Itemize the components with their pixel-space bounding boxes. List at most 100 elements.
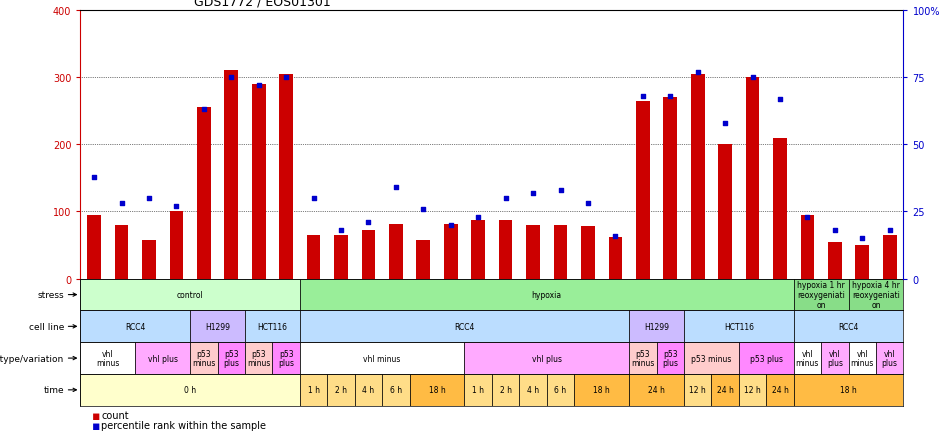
Bar xyxy=(464,342,629,374)
Text: HCT116: HCT116 xyxy=(257,322,288,331)
Bar xyxy=(416,240,430,279)
Bar xyxy=(794,374,903,406)
Text: 6 h: 6 h xyxy=(390,385,402,395)
Text: 1 h: 1 h xyxy=(472,385,484,395)
Text: 4 h: 4 h xyxy=(362,385,375,395)
Point xyxy=(799,214,815,221)
Bar xyxy=(224,71,238,279)
Bar xyxy=(471,220,485,279)
Text: hypoxia: hypoxia xyxy=(532,290,562,299)
Bar xyxy=(849,279,903,311)
Bar xyxy=(849,342,876,374)
Point xyxy=(772,96,787,103)
Bar xyxy=(190,311,245,342)
Text: vhl
plus: vhl plus xyxy=(827,349,843,368)
Point xyxy=(196,107,211,114)
Text: 6 h: 6 h xyxy=(554,385,567,395)
Bar xyxy=(821,342,849,374)
Bar xyxy=(711,374,739,406)
Bar xyxy=(608,237,622,279)
Point xyxy=(745,74,760,81)
Point xyxy=(854,235,869,242)
Text: vhl
minus: vhl minus xyxy=(796,349,819,368)
Text: ▪: ▪ xyxy=(92,419,100,432)
Bar xyxy=(307,236,321,279)
Bar xyxy=(855,246,869,279)
Text: vhl plus: vhl plus xyxy=(532,354,562,363)
Text: RCC4: RCC4 xyxy=(454,322,475,331)
Text: vhl
plus: vhl plus xyxy=(882,349,898,368)
Bar xyxy=(444,224,458,279)
Point xyxy=(388,184,403,191)
Point xyxy=(168,203,184,210)
Point xyxy=(443,222,458,229)
Bar xyxy=(355,374,382,406)
Text: vhl plus: vhl plus xyxy=(148,354,178,363)
Bar xyxy=(80,374,300,406)
Bar xyxy=(684,311,794,342)
Text: H1299: H1299 xyxy=(205,322,230,331)
Text: GDS1772 / EOS01301: GDS1772 / EOS01301 xyxy=(194,0,331,9)
Bar xyxy=(334,236,348,279)
Bar xyxy=(80,342,135,374)
Bar xyxy=(245,342,272,374)
Text: stress: stress xyxy=(37,290,64,299)
Text: vhl
minus: vhl minus xyxy=(850,349,874,368)
Point xyxy=(580,201,595,207)
Point xyxy=(415,206,430,213)
Bar xyxy=(142,240,156,279)
Bar xyxy=(300,279,794,311)
Point xyxy=(333,227,348,234)
Bar xyxy=(464,374,492,406)
Bar xyxy=(492,374,519,406)
Bar xyxy=(272,342,300,374)
Bar xyxy=(574,374,629,406)
Text: ▪: ▪ xyxy=(92,409,100,422)
Text: HCT116: HCT116 xyxy=(724,322,754,331)
Bar xyxy=(190,342,218,374)
Text: p53
minus: p53 minus xyxy=(247,349,271,368)
Text: p53
plus: p53 plus xyxy=(223,349,239,368)
Bar xyxy=(684,374,711,406)
Bar xyxy=(684,342,739,374)
Bar xyxy=(581,227,595,279)
Text: control: control xyxy=(177,290,203,299)
Text: count: count xyxy=(101,411,129,420)
Text: 24 h: 24 h xyxy=(717,385,733,395)
Text: cell line: cell line xyxy=(28,322,64,331)
Text: 12 h: 12 h xyxy=(745,385,761,395)
Bar xyxy=(389,224,403,279)
Text: 1 h: 1 h xyxy=(307,385,320,395)
Bar xyxy=(218,342,245,374)
Point xyxy=(306,195,321,202)
Bar xyxy=(636,102,650,279)
Bar xyxy=(169,212,184,279)
Point xyxy=(607,233,622,240)
Bar xyxy=(883,236,897,279)
Text: p53 plus: p53 plus xyxy=(750,354,782,363)
Bar xyxy=(663,98,677,279)
Point xyxy=(662,93,677,100)
Bar xyxy=(691,75,705,279)
Bar xyxy=(252,85,266,279)
Bar xyxy=(300,311,629,342)
Bar xyxy=(300,342,464,374)
Text: 24 h: 24 h xyxy=(648,385,665,395)
Bar xyxy=(828,242,842,279)
Text: genotype/variation: genotype/variation xyxy=(0,354,64,363)
Point xyxy=(690,69,705,76)
Bar xyxy=(745,78,760,279)
Bar xyxy=(197,108,211,279)
Bar xyxy=(519,374,547,406)
Text: 18 h: 18 h xyxy=(593,385,610,395)
Text: 18 h: 18 h xyxy=(429,385,446,395)
Bar xyxy=(773,138,787,279)
Text: hypoxia 4 hr
reoxygeniati
on: hypoxia 4 hr reoxygeniati on xyxy=(852,281,900,309)
Bar xyxy=(766,374,794,406)
Text: 0 h: 0 h xyxy=(184,385,196,395)
Text: 12 h: 12 h xyxy=(690,385,706,395)
Text: H1299: H1299 xyxy=(644,322,669,331)
Point xyxy=(470,214,486,221)
Bar xyxy=(327,374,355,406)
Bar xyxy=(800,215,815,279)
